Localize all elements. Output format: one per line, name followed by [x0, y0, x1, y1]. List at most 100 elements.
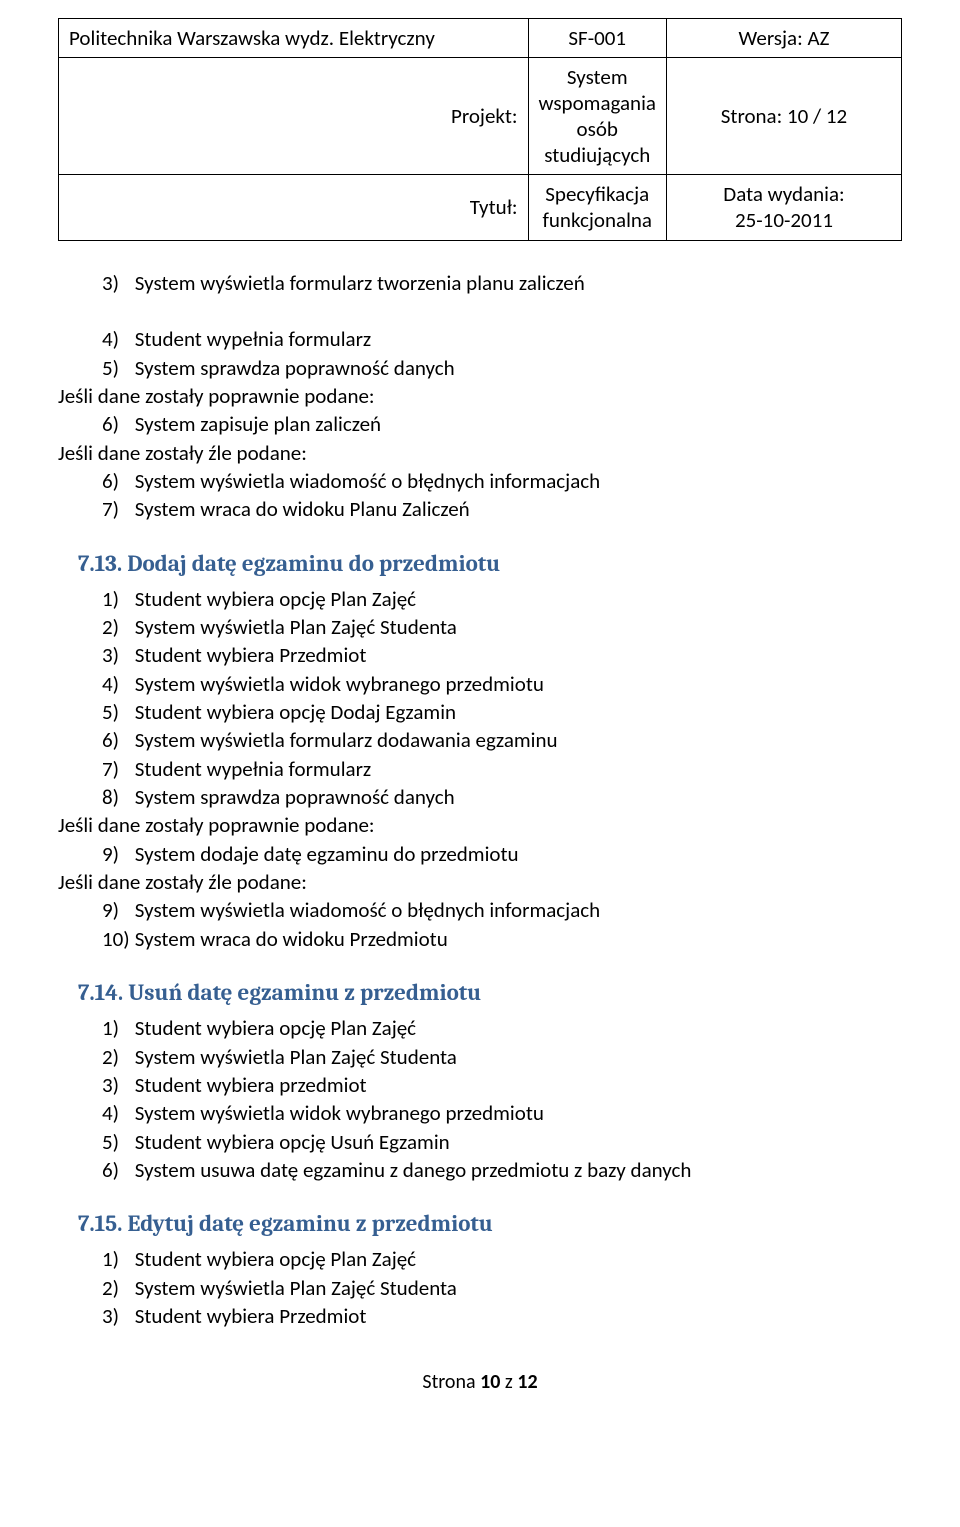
line-text: Student wypełnia formularz — [135, 756, 371, 782]
list-number: 1) — [102, 1245, 130, 1273]
page-footer: Strona 10 z 12 — [58, 1370, 902, 1394]
section-heading: 7.15. Edytuj datę egzaminu z przedmiotu — [58, 1208, 902, 1239]
document-line: 6) System wyświetla wiadomość o błędnych… — [58, 467, 902, 495]
line-text: Student wybiera przedmiot — [135, 1072, 367, 1098]
document-line: 2) System wyświetla Plan Zajęć Studenta — [58, 613, 902, 641]
document-line: 4) Student wypełnia formularz — [58, 325, 902, 353]
document-content: 3) System wyświetla formularz tworzenia … — [58, 269, 902, 1331]
list-number: 8) — [102, 783, 130, 811]
document-line: 6) System zapisuje plan zaliczeń — [58, 410, 902, 438]
list-number: 3) — [102, 1302, 130, 1330]
list-number: 7) — [102, 495, 130, 523]
list-number: 1) — [102, 1014, 130, 1042]
header-project-label: Projekt: — [59, 58, 529, 175]
line-text: System wyświetla widok wybranego przedmi… — [135, 671, 544, 697]
document-line: 10) System wraca do widoku Przedmiotu — [58, 925, 902, 953]
line-text: Student wybiera Przedmiot — [135, 642, 367, 668]
list-number: 3) — [102, 269, 130, 297]
line-text: Jeśli dane zostały poprawnie podane: — [58, 383, 375, 409]
header-version: Wersja: AZ — [666, 19, 901, 58]
list-number: 6) — [102, 726, 130, 754]
line-text: Jeśli dane zostały poprawnie podane: — [58, 812, 375, 838]
header-page: Strona: 10 / 12 — [666, 58, 901, 175]
line-text: Jeśli dane zostały źle podane: — [58, 440, 307, 466]
header-date: Data wydania: 25-10-2011 — [666, 175, 901, 241]
line-text: Student wypełnia formularz — [135, 326, 371, 352]
document-line: 1) Student wybiera opcję Plan Zajęć — [58, 1014, 902, 1042]
document-line: 4) System wyświetla widok wybranego prze… — [58, 1099, 902, 1127]
footer-middle: z — [500, 1370, 517, 1394]
footer-total: 12 — [517, 1370, 537, 1394]
list-number: 6) — [102, 467, 130, 495]
document-line: 1) Student wybiera opcję Plan Zajęć — [58, 585, 902, 613]
document-line: 3) Student wybiera przedmiot — [58, 1071, 902, 1099]
section-heading: 7.14. Usuń datę egzaminu z przedmiotu — [58, 977, 902, 1008]
header-project: System wspomagania osób studiujących — [528, 58, 666, 175]
list-number: 5) — [102, 1128, 130, 1156]
list-number: 5) — [102, 354, 130, 382]
line-text: System usuwa datę egzaminu z danego prze… — [135, 1157, 692, 1183]
document-line: 9) System wyświetla wiadomość o błędnych… — [58, 896, 902, 924]
document-line: Jeśli dane zostały poprawnie podane: — [58, 382, 902, 410]
footer-prefix: Strona — [422, 1370, 480, 1394]
line-text: Student wybiera opcję Plan Zajęć — [135, 1015, 416, 1041]
line-text: Student wybiera opcję Plan Zajęć — [135, 586, 416, 612]
list-number: 9) — [102, 840, 130, 868]
document-line: Jeśli dane zostały źle podane: — [58, 439, 902, 467]
document-line: 3) Student wybiera Przedmiot — [58, 641, 902, 669]
line-text: Student wybiera opcję Usuń Egzamin — [135, 1129, 450, 1155]
footer-page-num: 10 — [480, 1370, 500, 1394]
line-text: Jeśli dane zostały źle podane: — [58, 869, 307, 895]
document-line: 2) System wyświetla Plan Zajęć Studenta — [58, 1043, 902, 1071]
line-text: System wyświetla wiadomość o błędnych in… — [135, 468, 600, 494]
list-number: 3) — [102, 1071, 130, 1099]
list-number: 7) — [102, 755, 130, 783]
list-number: 5) — [102, 698, 130, 726]
line-text: System wyświetla Plan Zajęć Studenta — [135, 1044, 457, 1070]
document-line: 9) System dodaje datę egzaminu do przedm… — [58, 840, 902, 868]
header-title: Specyfikacja funkcjonalna — [528, 175, 666, 241]
document-line: 4) System wyświetla widok wybranego prze… — [58, 670, 902, 698]
list-number: 3) — [102, 641, 130, 669]
line-text: Student wybiera opcję Dodaj Egzamin — [135, 699, 456, 725]
list-number: 2) — [102, 1274, 130, 1302]
header-table: Politechnika Warszawska wydz. Elektryczn… — [58, 18, 902, 241]
document-line: 5) Student wybiera opcję Usuń Egzamin — [58, 1128, 902, 1156]
document-line — [58, 297, 902, 325]
document-line: 5) Student wybiera opcję Dodaj Egzamin — [58, 698, 902, 726]
line-text: System wyświetla wiadomość o błędnych in… — [135, 897, 600, 923]
document-line: Jeśli dane zostały źle podane: — [58, 868, 902, 896]
document-line: 3) System wyświetla formularz tworzenia … — [58, 269, 902, 297]
line-text: System dodaje datę egzaminu do przedmiot… — [135, 841, 519, 867]
line-text: System wraca do widoku Planu Zaliczeń — [135, 496, 470, 522]
line-text: System wyświetla formularz dodawania egz… — [135, 727, 558, 753]
list-number: 6) — [102, 410, 130, 438]
list-number: 4) — [102, 670, 130, 698]
document-page: Politechnika Warszawska wydz. Elektryczn… — [0, 0, 960, 1414]
list-number: 6) — [102, 1156, 130, 1184]
document-line: 6) System usuwa datę egzaminu z danego p… — [58, 1156, 902, 1184]
line-text: Student wybiera Przedmiot — [135, 1303, 367, 1329]
line-text: System sprawdza poprawność danych — [135, 784, 455, 810]
header-code: SF-001 — [528, 19, 666, 58]
list-number: 4) — [102, 1099, 130, 1127]
section-heading: 7.13. Dodaj datę egzaminu do przedmiotu — [58, 548, 902, 579]
list-number: 2) — [102, 613, 130, 641]
line-text: System wraca do widoku Przedmiotu — [135, 926, 448, 952]
list-number: 9) — [102, 896, 130, 924]
line-text: System wyświetla Plan Zajęć Studenta — [135, 614, 457, 640]
line-text: System zapisuje plan zaliczeń — [135, 411, 381, 437]
document-line: 8) System sprawdza poprawność danych — [58, 783, 902, 811]
header-date-value: 25-10-2011 — [735, 207, 833, 233]
document-line: 7) System wraca do widoku Planu Zaliczeń — [58, 495, 902, 523]
document-line: 3) Student wybiera Przedmiot — [58, 1302, 902, 1330]
header-org: Politechnika Warszawska wydz. Elektryczn… — [59, 19, 529, 58]
header-title-label: Tytuł: — [59, 175, 529, 241]
document-line: 5) System sprawdza poprawność danych — [58, 354, 902, 382]
line-text: Student wybiera opcję Plan Zajęć — [135, 1246, 416, 1272]
list-number: 4) — [102, 325, 130, 353]
line-text: System sprawdza poprawność danych — [135, 355, 455, 381]
header-date-label: Data wydania: — [723, 181, 844, 207]
line-text: System wyświetla widok wybranego przedmi… — [135, 1100, 544, 1126]
list-number: 10) — [102, 925, 130, 953]
